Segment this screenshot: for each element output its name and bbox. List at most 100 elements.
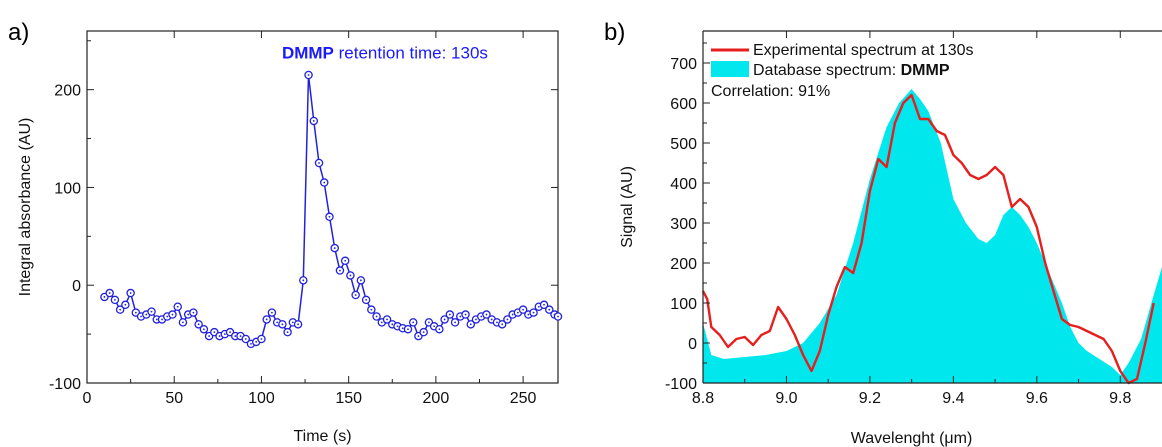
panel-a-marker-dot [401,327,404,330]
legend-label-database-prefix: Database spectrum: [753,62,901,79]
panel-a-marker-dot [537,305,540,308]
panel-a-data-point [518,305,528,314]
panel-a-data-point [147,307,156,316]
panel-a-data-point [408,318,418,327]
panel-a-marker-dot [103,296,106,298]
panel-a-data-point [367,305,376,314]
panel-a-marker-dot [271,311,273,314]
panel-b-legend: Experimental spectrum at 130s Database s… [711,42,974,100]
panel-a-data-point [283,327,292,337]
panel-b-y-tick-label: 0 [688,336,697,353]
panel-a-data-point [351,290,360,300]
panel-a-marker-dot [417,335,420,337]
panel-b-database-area [703,89,1162,383]
panel-a-marker-dot [522,308,525,311]
panel-a-x-tick-label: 0 [83,390,92,407]
panel-a-marker-dot [349,274,352,277]
panel-a-marker-dot [119,308,122,311]
panel-b-y-tick-label: 400 [670,176,697,193]
panel-a-marker-dot [464,313,467,316]
panel-a-data-point [403,324,413,334]
panel-a-marker-dot [281,323,284,326]
panel-a-marker-dot [412,321,415,324]
panel-a-marker-dot [516,311,519,314]
panel-a-data-point [309,116,319,126]
panel-b-x-tick-label: 8.8 [692,390,714,407]
panel-a-marker-dot [108,292,111,294]
panel-a-label: a) [8,19,29,46]
panel-a-data-point [325,212,334,222]
panel-a-x-tick-label: 250 [510,390,537,407]
panel-a-data-point [335,266,345,275]
panel-a-marker-dot [454,321,456,324]
panel-a-marker-dot [527,313,530,316]
panel-a-data-point [539,300,549,310]
panel-a-marker-dot [396,325,399,328]
panel-b-chart: b) 8.8 9.0 9.2 9.4 9.6 9.8 -100 0 100 200 300 400 50… [604,19,1162,447]
panel-a-marker-dot [443,318,446,321]
panel-a-x-tick-label: 100 [248,390,275,407]
panel-a-marker-dot [234,335,237,337]
panel-a-data-point [173,302,182,311]
panel-a-data-point [278,320,287,329]
panel-b-x-tick-label: 9.0 [775,390,797,407]
panel-a-data-point [482,310,491,319]
panel-a-data-point [319,178,329,187]
panel-a-data-point [340,256,350,266]
legend-swatch-database [711,61,749,77]
panel-a-marker-dot [129,292,132,294]
panel-b-y-tick-label: 300 [670,216,697,233]
panel-a-data-point [419,327,428,337]
panel-a-marker-dot [155,318,158,321]
panel-a-y-tick-label: -100 [49,376,81,393]
panel-a-data-point [178,318,188,327]
panel-a-marker-dot [223,333,226,336]
panel-a-data-point [435,324,444,334]
panel-a-marker-dot [323,181,326,184]
panel-a-marker-dot [302,279,305,282]
panel-a-data-point [168,310,177,319]
panel-a-marker-dot [239,335,242,337]
panel-a-marker-dot [192,311,195,314]
panel-a-marker-dot [229,331,231,334]
panel-a-marker-dot [501,323,504,326]
panel-b-experimental-line [701,93,1155,385]
panel-a-marker-dot [286,331,289,334]
panel-a-data-point [330,243,339,253]
panel-a-marker-dot [475,318,477,321]
panel-a-data-point [382,315,392,324]
panel-a-data-point [314,158,324,168]
legend-correlation: Correlation: 91% [711,83,830,100]
panel-a-marker-dot [490,318,493,321]
panel-a-data-point [257,334,266,344]
panel-a-marker-dot [370,308,373,311]
panel-b-plot-area: 8.8 9.0 9.2 9.4 9.6 9.8 -100 0 100 200 300 400 500 60… [665,30,1162,407]
panel-b-x-tick-label: 9.4 [942,390,964,407]
panel-a-data-point [115,305,125,314]
panel-b-y-tick-label: 200 [670,256,697,273]
panel-a-marker-dot [375,315,378,318]
panel-a-data-point [126,288,135,298]
panel-a-marker-dot [250,342,252,345]
panel-a-marker-dot [480,315,483,318]
panel-a-data-point [194,320,203,329]
panel-a-data-point [267,308,277,317]
panel-a-marker-dot [318,162,320,164]
panel-b-y-tick-label: 600 [670,96,697,113]
panel-a-marker-dot [140,315,142,318]
panel-a-marker-dot [187,313,190,316]
legend-label-database-compound: DMMP [901,62,950,79]
panel-a-data-point [529,308,538,317]
panel-a-x-tick-label: 200 [423,390,450,407]
panel-a-y-axis-label: Integral absorbance (AU) [17,118,34,297]
panel-a-marker-dot [213,331,216,334]
panel-b-y-axis-label: Signal (AU) [619,166,636,248]
panel-a-y-tick-label: 200 [54,83,81,100]
panel-a-data-point [105,288,114,298]
panel-a-data-point [346,271,355,280]
panel-a-marker-dot [218,335,221,337]
panel-a-data-point [199,324,209,334]
panel-a-data-point [440,315,449,324]
